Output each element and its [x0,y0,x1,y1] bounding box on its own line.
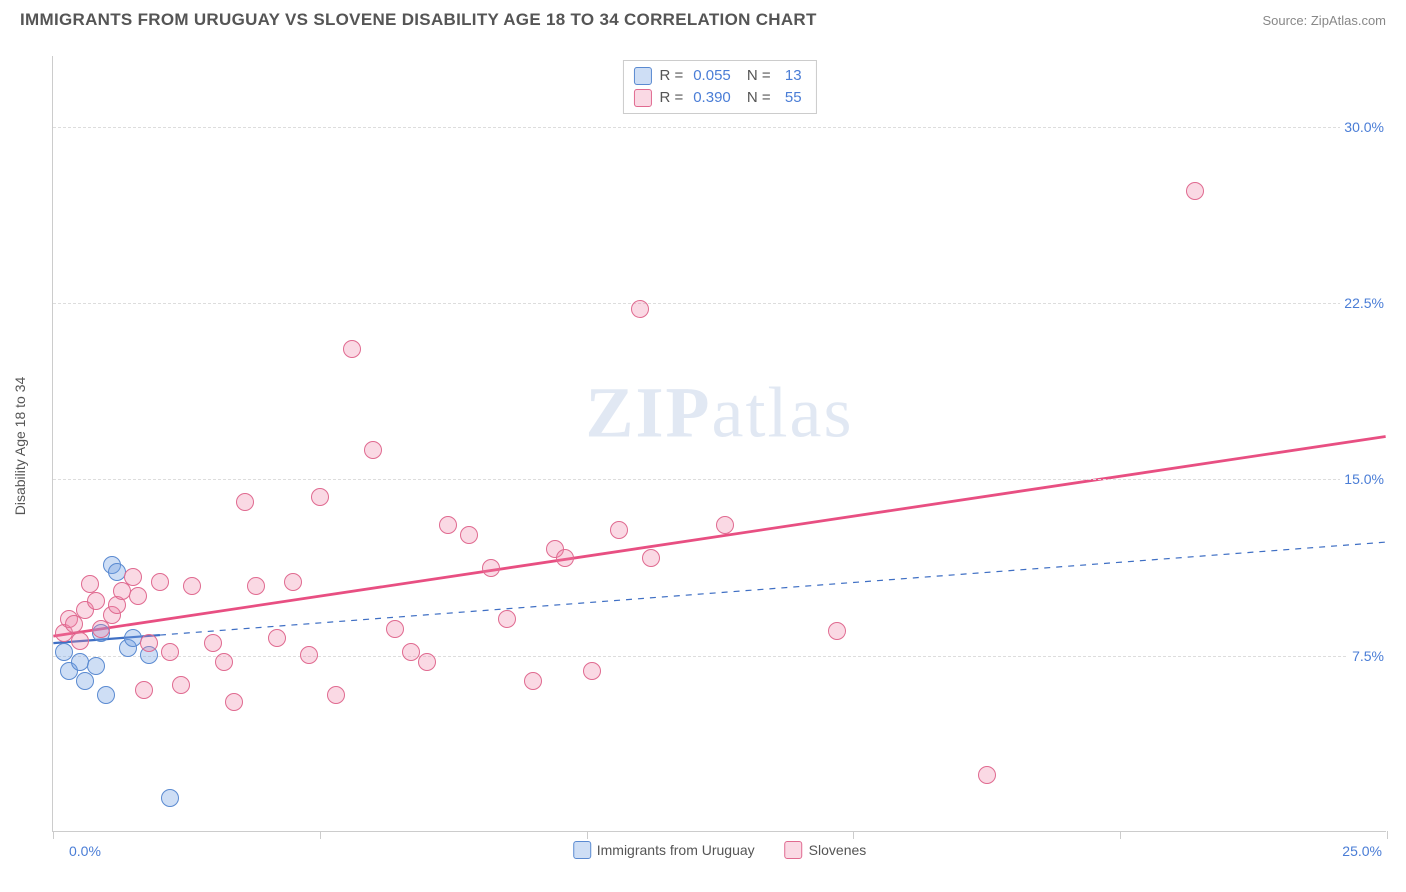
data-point-slovenes [284,573,302,591]
data-point-slovenes [828,622,846,640]
data-point-slovenes [556,549,574,567]
legend-r-label: R = [659,87,683,109]
chart-plot-area: ZIPatlas R =0.055 N = 13R =0.390 N = 55 … [52,56,1386,832]
data-point-slovenes [225,693,243,711]
gridline [53,303,1386,304]
data-point-slovenes [610,521,628,539]
legend-r-value: 0.390 [693,87,731,109]
data-point-slovenes [642,549,660,567]
data-point-slovenes [439,516,457,534]
legend-item-uruguay: Immigrants from Uruguay [573,841,755,859]
data-point-slovenes [524,672,542,690]
chart-title: IMMIGRANTS FROM URUGUAY VS SLOVENE DISAB… [20,10,817,30]
data-point-uruguay [87,657,105,675]
y-tick-label: 22.5% [1340,295,1388,311]
data-point-slovenes [498,610,516,628]
data-point-slovenes [268,629,286,647]
x-tick [1120,831,1121,839]
data-point-slovenes [151,573,169,591]
data-point-slovenes [172,676,190,694]
data-point-slovenes [418,653,436,671]
series-legend: Immigrants from Uruguay Slovenes [573,841,867,859]
legend-swatch [633,67,651,85]
x-tick [587,831,588,839]
data-point-slovenes [81,575,99,593]
data-point-slovenes [300,646,318,664]
data-point-slovenes [204,634,222,652]
legend-r-value: 0.055 [693,65,731,87]
data-point-uruguay [161,789,179,807]
data-point-slovenes [236,493,254,511]
trendlines-layer [53,56,1386,831]
y-tick-label: 30.0% [1340,119,1388,135]
x-axis-end-label: 25.0% [1342,843,1382,859]
legend-swatch [633,89,651,107]
legend-n-value: 13 [781,65,802,87]
data-point-slovenes [215,653,233,671]
stats-legend-row-slovenes: R = 0.390 N = 55 [633,87,805,109]
data-point-slovenes [87,592,105,610]
y-tick-label: 15.0% [1340,471,1388,487]
source-label: Source: ZipAtlas.com [1262,13,1386,28]
legend-n-label: N = [743,87,771,109]
gridline [53,479,1386,480]
data-point-slovenes [135,681,153,699]
data-point-slovenes [343,340,361,358]
data-point-slovenes [71,632,89,650]
legend-n-label: N = [743,65,771,87]
data-point-slovenes [140,634,158,652]
x-tick [853,831,854,839]
data-point-slovenes [716,516,734,534]
x-tick [320,831,321,839]
data-point-slovenes [311,488,329,506]
legend-swatch [785,841,803,859]
data-point-uruguay [97,686,115,704]
x-tick [1387,831,1388,839]
watermark-bold: ZIP [586,372,712,452]
data-point-slovenes [161,643,179,661]
data-point-slovenes [1186,182,1204,200]
gridline [53,127,1386,128]
legend-series-name: Slovenes [809,842,867,858]
trendline-uruguay-dashed [160,542,1386,635]
x-axis-start-label: 0.0% [69,843,101,859]
trendline-slovenes-solid [53,436,1385,636]
data-point-slovenes [327,686,345,704]
data-point-slovenes [978,766,996,784]
x-tick [53,831,54,839]
watermark-light: atlas [712,372,854,452]
gridline [53,656,1386,657]
data-point-slovenes [183,577,201,595]
legend-item-slovenes: Slovenes [785,841,867,859]
legend-swatch [573,841,591,859]
data-point-slovenes [482,559,500,577]
data-point-slovenes [631,300,649,318]
data-point-slovenes [386,620,404,638]
stats-legend: R = 0.055 N = 13 R = 0.390 N = 55 [622,60,816,114]
data-point-slovenes [247,577,265,595]
data-point-slovenes [583,662,601,680]
data-point-slovenes [129,587,147,605]
legend-series-name: Immigrants from Uruguay [597,842,755,858]
legend-r-label: R = [659,65,683,87]
y-tick-label: 7.5% [1348,648,1388,664]
data-point-slovenes [460,526,478,544]
data-point-slovenes [364,441,382,459]
watermark: ZIPatlas [586,371,854,454]
stats-legend-row-uruguay: R = 0.055 N = 13 [633,65,805,87]
y-axis-label: Disability Age 18 to 34 [12,377,28,516]
data-point-slovenes [124,568,142,586]
legend-n-value: 55 [781,87,802,109]
